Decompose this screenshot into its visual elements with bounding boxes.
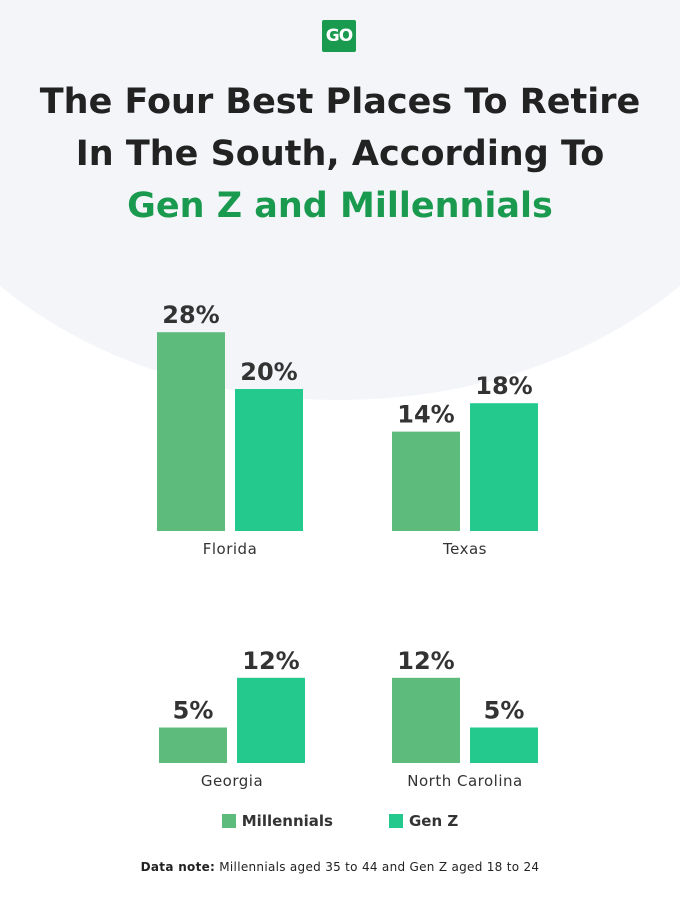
title-line-1: The Four Best Places To Retire bbox=[39, 82, 641, 122]
bar-texas-millennials bbox=[392, 431, 460, 531]
legend-label-genz: Gen Z bbox=[408, 812, 459, 830]
page-title: The Four Best Places To Retire In The So… bbox=[0, 76, 680, 232]
bar-north-carolina-millennials bbox=[392, 677, 460, 763]
value-label-texas-gen-z: 18% bbox=[475, 372, 532, 400]
chart-group-texas: 14% 18% Texas bbox=[392, 372, 538, 558]
legend: Millennials Gen Z bbox=[0, 812, 680, 830]
title-line-2: In The South, According To bbox=[75, 134, 605, 174]
title-line-3: Gen Z and Millennials bbox=[127, 186, 553, 226]
value-label-texas-millennials: 14% bbox=[397, 401, 454, 429]
value-label-georgia-millennials: 5% bbox=[173, 697, 214, 725]
category-label-north-carolina: North Carolina bbox=[407, 772, 522, 790]
chart-group-georgia: 5% 12% Georgia bbox=[159, 647, 305, 790]
chart-group-north-carolina: 12% 5% North Carolina bbox=[392, 647, 538, 790]
bar-florida-millennials bbox=[157, 332, 225, 531]
bar-north-carolina-gen-z bbox=[470, 727, 538, 763]
data-note-text: Millennials aged 35 to 44 and Gen Z aged… bbox=[215, 860, 540, 874]
bar-texas-gen-z bbox=[470, 403, 538, 531]
category-label-texas: Texas bbox=[442, 540, 487, 558]
data-note-label: Data note: bbox=[140, 860, 216, 874]
category-label-georgia: Georgia bbox=[201, 772, 263, 790]
data-note: Data note: Millennials aged 35 to 44 and… bbox=[0, 860, 680, 874]
bar-florida-gen-z bbox=[235, 389, 303, 531]
legend-label-millennials: Millennials bbox=[241, 812, 333, 830]
legend-swatch-genz bbox=[388, 814, 403, 828]
go-logo: GO bbox=[322, 20, 356, 52]
legend-item-millennials: Millennials bbox=[221, 812, 333, 830]
bar-georgia-gen-z bbox=[237, 677, 305, 763]
value-label-florida-millennials: 28% bbox=[162, 301, 219, 329]
value-label-north-carolina-gen-z: 5% bbox=[484, 697, 525, 725]
value-label-north-carolina-millennials: 12% bbox=[397, 647, 454, 675]
chart-group-florida: 28% 20% Florida bbox=[157, 301, 303, 558]
bar-georgia-millennials bbox=[159, 727, 227, 763]
value-label-georgia-gen-z: 12% bbox=[242, 647, 299, 675]
background-glow bbox=[0, 0, 680, 400]
legend-swatch-millennials bbox=[221, 814, 236, 828]
value-label-florida-gen-z: 20% bbox=[240, 358, 297, 386]
legend-item-genz: Gen Z bbox=[388, 812, 459, 830]
category-label-florida: Florida bbox=[203, 540, 258, 558]
